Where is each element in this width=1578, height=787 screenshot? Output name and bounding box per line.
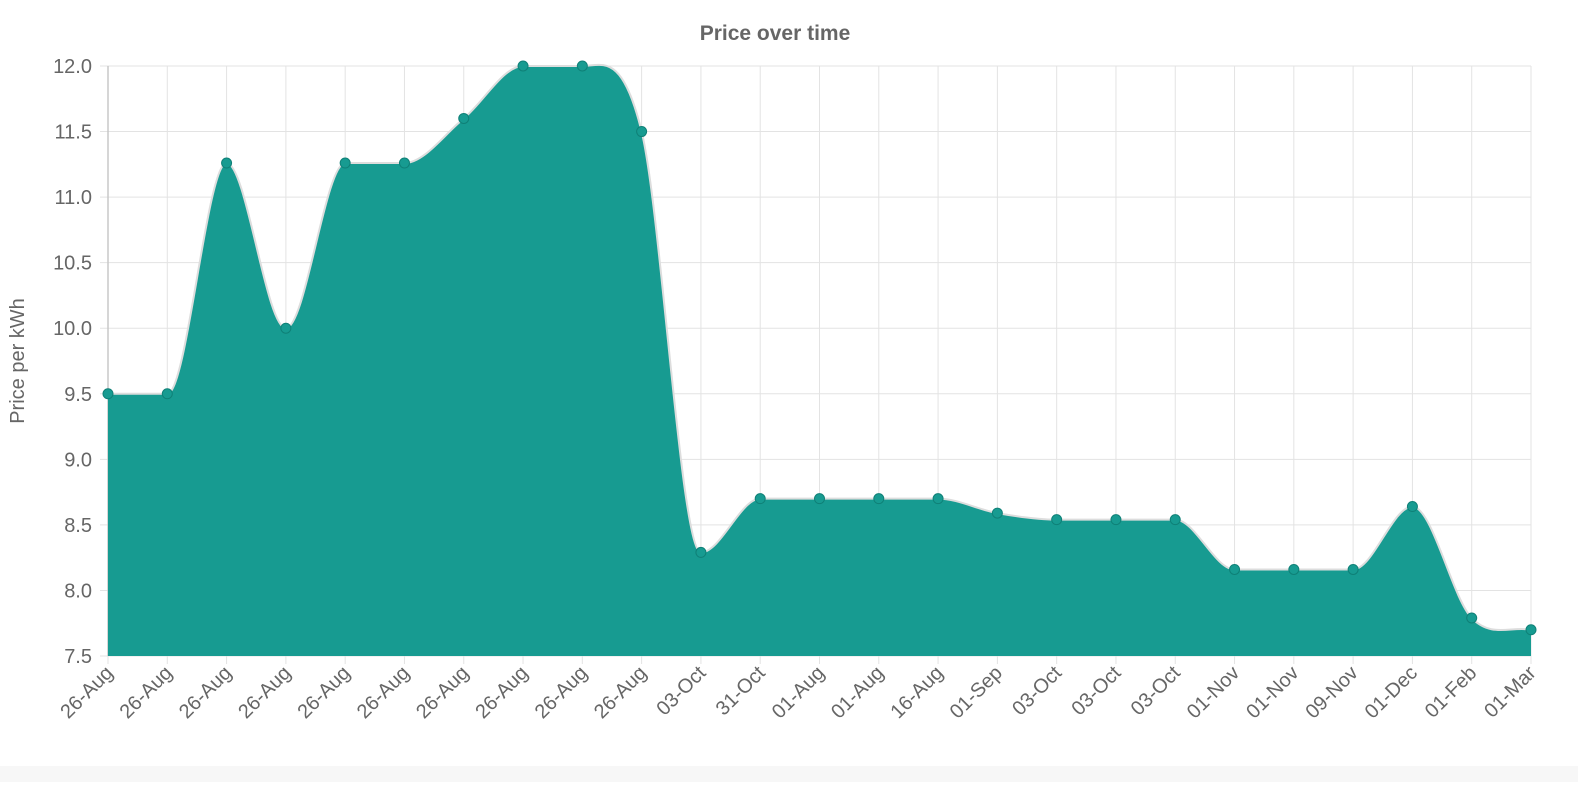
y-tick-label: 10.0 [53, 318, 92, 340]
x-tick-label: 26-Aug [56, 662, 117, 723]
data-point[interactable] [1466, 612, 1478, 624]
x-tick-label: 09-Nov [1302, 662, 1363, 723]
data-point[interactable] [458, 112, 470, 124]
data-point[interactable] [636, 126, 648, 138]
data-point[interactable] [576, 60, 588, 72]
y-tick-label: 9.0 [64, 449, 92, 471]
y-tick-label: 11.0 [55, 187, 92, 209]
x-tick-label: 03-Oct [1067, 662, 1125, 720]
y-axis-ticks: 12.0 11.5 11.0 10.5 10.0 9.5 9.0 8.5 8.0 7.5 [53, 56, 92, 668]
y-tick-label: 10.5 [53, 253, 92, 275]
x-tick-label: 01-Nov [1183, 662, 1244, 723]
data-point[interactable] [102, 388, 114, 400]
data-point[interactable] [1051, 514, 1063, 526]
x-tick-label: 16-Aug [886, 662, 947, 723]
data-point[interactable] [1406, 501, 1418, 513]
x-tick-label: 26-Aug [294, 662, 355, 723]
x-tick-label: 01-Aug [768, 662, 829, 723]
data-points [102, 60, 1537, 636]
x-tick-label: 01-Dec [1361, 662, 1422, 723]
data-point[interactable] [991, 507, 1003, 519]
y-axis-label: Price per kWh [7, 298, 29, 424]
y-tick-label: 8.0 [64, 580, 92, 602]
data-point[interactable] [1229, 563, 1241, 575]
x-tick-label: 01-Nov [1242, 662, 1303, 723]
x-tick-label: 03-Oct [652, 662, 710, 720]
y-tick-label: 7.5 [64, 646, 92, 668]
x-tick-label: 26-Aug [471, 662, 532, 723]
x-tick-label: 01-Sep [946, 662, 1007, 723]
x-axis-ticks: 26-Aug26-Aug26-Aug26-Aug26-Aug26-Aug26-A… [56, 662, 1540, 723]
data-point[interactable] [161, 388, 173, 400]
x-tick-label: 01-Feb [1421, 662, 1481, 722]
data-point[interactable] [1525, 624, 1537, 636]
page-footer-strip [0, 766, 1578, 782]
x-tick-label: 26-Aug [412, 662, 473, 723]
data-point[interactable] [932, 493, 944, 505]
x-tick-label: 03-Oct [1127, 662, 1185, 720]
x-tick-label: 03-Oct [1008, 662, 1066, 720]
x-tick-label: 01-Mar [1480, 662, 1541, 723]
data-point[interactable] [1110, 514, 1122, 526]
chart-title: Price over time [700, 22, 851, 45]
x-tick-label: 26-Aug [175, 662, 236, 723]
data-point[interactable] [339, 157, 351, 169]
y-tick-label: 8.5 [64, 515, 92, 537]
x-tick-label: 26-Aug [531, 662, 592, 723]
data-point[interactable] [814, 493, 825, 505]
data-point[interactable] [1347, 563, 1359, 575]
y-tick-label: 12.0 [53, 56, 92, 78]
x-tick-label: 26-Aug [590, 662, 651, 723]
x-tick-label: 26-Aug [234, 662, 295, 723]
data-point[interactable] [1169, 514, 1181, 526]
data-point[interactable] [221, 157, 233, 169]
x-tick-label: 26-Aug [353, 662, 414, 723]
data-point[interactable] [1288, 563, 1300, 575]
data-point[interactable] [695, 546, 707, 558]
data-point[interactable] [754, 493, 766, 505]
data-point[interactable] [280, 322, 292, 334]
x-tick-label: 26-Aug [116, 662, 177, 723]
x-tick-label: 31-Oct [712, 662, 770, 720]
y-tick-label: 9.5 [64, 384, 92, 406]
x-tick-label: 01-Aug [827, 662, 888, 723]
data-point[interactable] [398, 157, 410, 169]
data-point[interactable] [517, 60, 529, 72]
area-fill [108, 64, 1531, 656]
data-point[interactable] [873, 493, 885, 505]
y-tick-label: 11.5 [55, 122, 92, 144]
